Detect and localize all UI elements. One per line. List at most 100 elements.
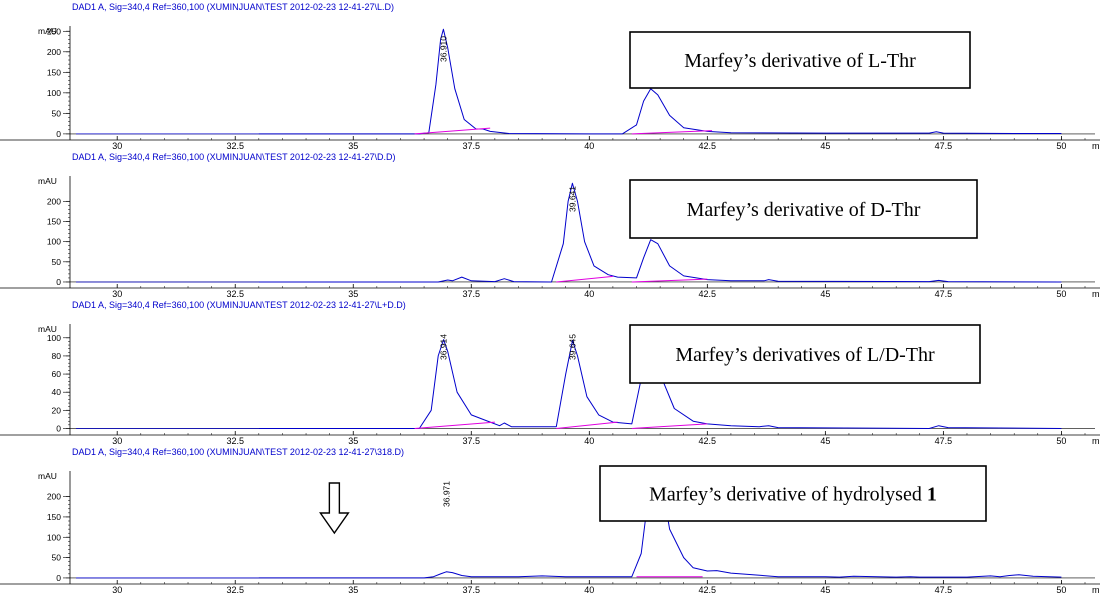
integration-baseline (631, 278, 708, 283)
x-tick-label: 45 (820, 289, 830, 299)
x-axis-unit: m (1092, 289, 1100, 299)
x-tick-label: 35 (348, 289, 358, 299)
x-tick-label: 42.5 (699, 585, 717, 594)
x-tick-label: 45 (820, 436, 830, 446)
peak-retention-label: 36.910 (438, 36, 448, 62)
chromatogram-panel-2: DAD1 A, Sig=340,4 Ref=360,100 (XUMINJUAN… (0, 152, 1100, 299)
x-tick-label: 30 (112, 585, 122, 594)
annotation-box (629, 324, 981, 384)
chromatogram-trace (258, 472, 1062, 579)
chromatogram-trace (258, 182, 1062, 283)
peak-retention-label: 39.641 (567, 186, 577, 212)
y-tick-label: 100 (47, 88, 61, 98)
peak-retention-label: 36.971 (441, 481, 451, 507)
x-tick-label: 35 (348, 585, 358, 594)
x-tick-label: 45 (820, 585, 830, 594)
integration-baseline (556, 275, 613, 283)
x-tick-label: 50 (1056, 436, 1066, 446)
y-tick-label: 0 (56, 277, 61, 287)
chromatogram-panel-1: DAD1 A, Sig=340,4 Ref=360,100 (XUMINJUAN… (0, 2, 1100, 151)
y-tick-label: 60 (52, 369, 62, 379)
x-tick-label: 42.5 (699, 436, 717, 446)
y-tick-label: 200 (47, 47, 61, 57)
integration-baseline (556, 421, 618, 429)
annotation-text: Marfey’s derivative of D-Thr (687, 199, 921, 221)
x-tick-label: 35 (348, 436, 358, 446)
x-tick-label: 37.5 (463, 585, 481, 594)
panel-header: DAD1 A, Sig=340,4 Ref=360,100 (XUMINJUAN… (72, 152, 396, 162)
x-tick-label: 50 (1056, 289, 1066, 299)
y-tick-label: 50 (52, 108, 62, 118)
y-tick-label: 150 (47, 67, 61, 77)
y-tick-label: 100 (47, 532, 61, 542)
y-axis-unit: mAU (38, 471, 57, 481)
chromatogram-panel-4: DAD1 A, Sig=340,4 Ref=360,100 (XUMINJUAN… (0, 447, 1100, 594)
annotation-main: Marfey’s derivatives of L/D-Thr (675, 344, 935, 366)
x-tick-label: 50 (1056, 585, 1066, 594)
x-tick-label: 32.5 (226, 436, 244, 446)
y-axis-unit: mAU (38, 26, 57, 36)
x-tick-label: 40 (584, 585, 594, 594)
y-tick-label: 0 (56, 423, 61, 433)
x-tick-label: 42.5 (699, 289, 717, 299)
y-tick-label: 100 (47, 333, 61, 343)
x-tick-label: 40 (584, 141, 594, 151)
y-tick-label: 150 (47, 512, 61, 522)
annotation-text: Marfey’s derivative of hydrolysed 1 (649, 484, 937, 506)
compound-number: 1 (927, 484, 937, 506)
x-tick-label: 35 (348, 141, 358, 151)
y-axis-unit: mAU (38, 176, 57, 186)
chromatogram-panel-3: DAD1 A, Sig=340,4 Ref=360,100 (XUMINJUAN… (0, 300, 1100, 446)
x-tick-label: 45 (820, 141, 830, 151)
integration-baseline (631, 423, 708, 429)
x-tick-label: 37.5 (463, 436, 481, 446)
y-tick-label: 20 (52, 405, 62, 415)
x-tick-label: 47.5 (935, 141, 953, 151)
annotation-main: Marfey’s derivative of D-Thr (687, 199, 921, 221)
integration-baseline (631, 130, 713, 135)
y-tick-label: 40 (52, 387, 62, 397)
x-tick-label: 32.5 (226, 141, 244, 151)
integration-baseline (414, 127, 491, 135)
y-tick-label: 200 (47, 492, 61, 502)
x-tick-label: 50 (1056, 141, 1066, 151)
y-tick-label: 50 (52, 553, 62, 563)
y-tick-label: 80 (52, 351, 62, 361)
chromatogram-trace (258, 339, 1062, 429)
x-tick-label: 40 (584, 436, 594, 446)
x-tick-label: 30 (112, 436, 122, 446)
annotation-box (629, 31, 971, 89)
annotation-text: Marfey’s derivative of L-Thr (684, 50, 916, 72)
x-tick-label: 37.5 (463, 289, 481, 299)
y-tick-label: 0 (56, 129, 61, 139)
panel-header: DAD1 A, Sig=340,4 Ref=360,100 (XUMINJUAN… (72, 300, 406, 310)
peak-retention-label: 36.914 (439, 334, 449, 360)
annotation-box (599, 465, 987, 522)
y-tick-label: 150 (47, 217, 61, 227)
x-axis-unit: m (1092, 436, 1100, 446)
x-tick-label: 32.5 (226, 289, 244, 299)
x-tick-label: 42.5 (699, 141, 717, 151)
panel-header: DAD1 A, Sig=340,4 Ref=360,100 (XUMINJUAN… (72, 447, 404, 457)
chromatogram-trace (258, 28, 1062, 135)
y-tick-label: 200 (47, 196, 61, 206)
x-axis-unit: m (1092, 585, 1100, 594)
x-tick-label: 32.5 (226, 585, 244, 594)
x-tick-label: 47.5 (935, 436, 953, 446)
x-tick-label: 30 (112, 289, 122, 299)
y-tick-label: 50 (52, 257, 62, 267)
annotation-box (629, 179, 978, 239)
down-arrow-icon (319, 482, 350, 535)
x-tick-label: 30 (112, 141, 122, 151)
peak-retention-label: 39.645 (568, 334, 578, 360)
y-tick-label: 100 (47, 237, 61, 247)
integration-baseline (414, 421, 495, 429)
x-tick-label: 37.5 (463, 141, 481, 151)
y-axis-unit: mAU (38, 324, 57, 334)
annotation-main: Marfey’s derivative of L-Thr (684, 50, 916, 72)
annotation-main: Marfey’s derivative of hydrolysed (649, 484, 927, 506)
x-axis-unit: m (1092, 141, 1100, 151)
x-tick-label: 47.5 (935, 289, 953, 299)
x-tick-label: 47.5 (935, 585, 953, 594)
